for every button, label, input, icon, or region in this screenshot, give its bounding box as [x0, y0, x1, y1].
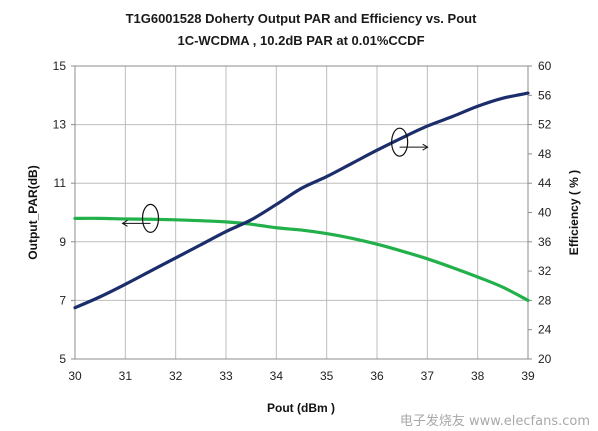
y-left-axis-title: Output_PAR(dB) — [26, 165, 40, 259]
x-axis-title: Pout (dBm ) — [267, 401, 335, 415]
x-tick-label-8: 38 — [471, 369, 485, 383]
axes — [71, 65, 532, 360]
series-lines — [73, 91, 530, 310]
chart-title-line-2: 1C-WCDMA , 10.2dB PAR at 0.01%CCDF — [177, 33, 424, 48]
y-right-tick-label-10: 20 — [538, 352, 552, 366]
annotation-ellipse-0 — [141, 203, 160, 233]
annotation-ellipse-1 — [391, 127, 409, 157]
y-right-tick-label-3: 48 — [538, 147, 552, 161]
y-right-axis-title: Efficiency ( % ) — [567, 170, 581, 255]
output-par-series-line — [73, 216, 530, 302]
y-right-tick-label-8: 28 — [538, 293, 552, 307]
x-tick-label-6: 36 — [370, 369, 384, 383]
y-right-tick-label-4: 44 — [538, 176, 552, 190]
watermark-logo: 电子发烧友 www.elecfans.com — [399, 414, 590, 429]
y-right-tick-label-6: 36 — [538, 235, 552, 249]
y-left-tick-label-5: 5 — [59, 352, 66, 366]
x-tick-label-2: 32 — [169, 369, 183, 383]
y-left-tick-label-4: 7 — [59, 293, 66, 307]
x-tick-label-1: 31 — [119, 369, 133, 383]
y-left-tick-label-2: 11 — [54, 176, 67, 190]
y-left-tick-label-3: 9 — [59, 235, 66, 249]
annotation-arrow-head-0 — [121, 219, 128, 227]
y-right-tick-label-5: 40 — [538, 206, 552, 220]
chart-text: 30 31 32 33 34 35 36 37 38 39 15 13 11 9 7 5 60 56 52 48 44 4… — [26, 11, 581, 415]
annotations — [121, 127, 429, 233]
y-left-tick-label-0: 15 — [53, 59, 67, 73]
y-right-tick-label-9: 24 — [538, 323, 552, 337]
y-right-tick-label-2: 52 — [538, 118, 552, 132]
x-tick-label-0: 30 — [68, 369, 82, 383]
annotation-arrow-head-1 — [422, 143, 429, 151]
x-tick-label-5: 35 — [320, 369, 334, 383]
y-right-tick-label-0: 60 — [538, 59, 552, 73]
x-tick-label-3: 33 — [219, 369, 233, 383]
y-left-tick-label-1: 13 — [53, 118, 67, 132]
x-tick-label-4: 34 — [270, 369, 284, 383]
y-right-tick-label-7: 32 — [538, 264, 552, 278]
chart-title-line-1: T1G6001528 Doherty Output PAR and Effici… — [126, 11, 478, 26]
x-tick-label-9: 39 — [521, 369, 535, 383]
y-right-tick-label-1: 56 — [538, 88, 552, 102]
x-tick-label-7: 37 — [421, 369, 435, 383]
efficiency-series-line — [73, 91, 530, 310]
